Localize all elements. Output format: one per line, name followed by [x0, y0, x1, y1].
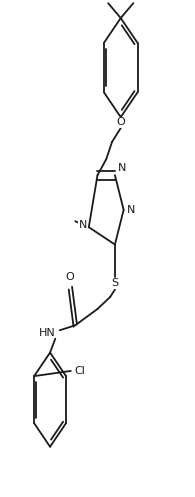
Text: N: N [78, 220, 87, 230]
Text: O: O [65, 272, 74, 282]
Text: N: N [127, 205, 136, 215]
Text: Cl: Cl [74, 366, 85, 376]
Text: N: N [118, 163, 126, 173]
Text: HN: HN [39, 328, 56, 338]
Text: O: O [116, 117, 125, 127]
Text: S: S [111, 278, 119, 288]
